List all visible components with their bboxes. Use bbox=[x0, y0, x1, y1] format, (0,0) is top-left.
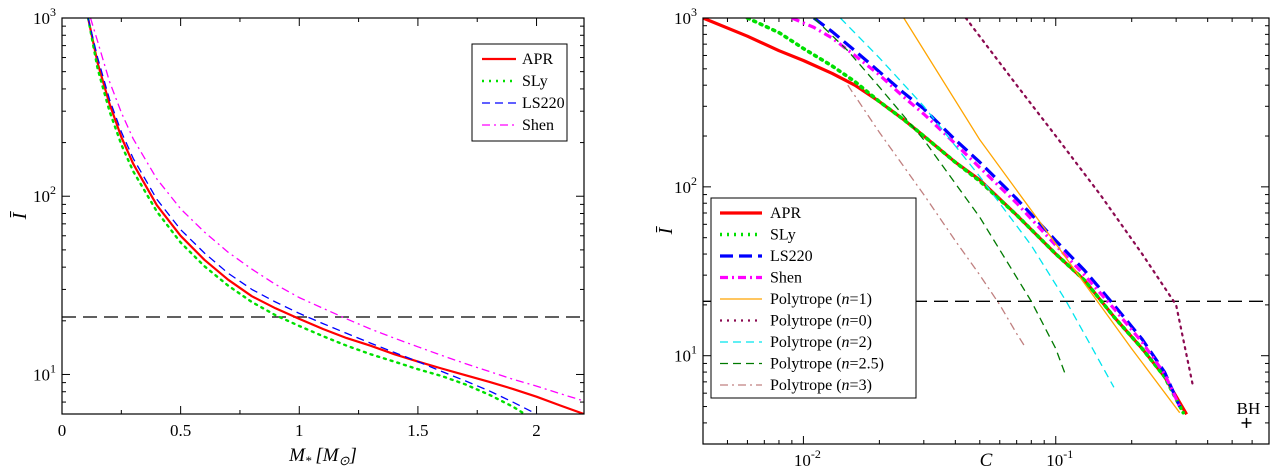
right-legend-label-rest: =3) bbox=[850, 377, 872, 394]
right-series-7 bbox=[813, 18, 1067, 378]
left-legend-label-ls220: LS220 bbox=[522, 95, 565, 112]
right-ytick-label-exp: 2 bbox=[691, 174, 697, 188]
right-legend-label-rest: =0) bbox=[850, 313, 872, 330]
right-ytick-label-exp: 1 bbox=[691, 343, 697, 357]
left-plot-frame bbox=[61, 17, 585, 415]
right-ytick-label-base: 10 bbox=[674, 347, 691, 366]
right-legend-label-rest: =2) bbox=[850, 334, 872, 351]
left-xlabel-xlabel_unit_sub: ⊙ bbox=[339, 453, 350, 468]
right-legend-label-6: Polytrope (n=2) bbox=[770, 334, 872, 351]
left-ytick-label-base: 10 bbox=[33, 9, 50, 28]
right-series-1 bbox=[745, 18, 1185, 415]
left-legend: APR SLy LS220 Shen bbox=[471, 43, 568, 142]
left-ytick-label: 102 bbox=[33, 183, 56, 206]
left-xtick-label: 0.5 bbox=[170, 421, 191, 440]
right-xtick-label-base: 10 bbox=[1046, 451, 1063, 468]
left-ylabel: Ī bbox=[9, 210, 31, 220]
left-xtick-label: 0 bbox=[58, 421, 67, 440]
right-legend-label-4: Polytrope (n=1) bbox=[770, 291, 872, 308]
right-legend-label-5: Polytrope (n=0) bbox=[770, 313, 872, 330]
right-panel: 10-2 10-1101102103BHCĪAPRSLyLS220ShenPoly… bbox=[655, 5, 1270, 471]
right-legend-label-1: SLy bbox=[770, 227, 796, 244]
left-legend-label-sly: SLy bbox=[522, 73, 548, 90]
left-xlabel-xlabel_unit: [M bbox=[315, 445, 339, 466]
left-legend-label-apr: APR bbox=[522, 51, 553, 68]
left-series-ls220 bbox=[87, 18, 537, 414]
right-legend-label-text: Polytrope ( bbox=[770, 291, 842, 308]
right-ytick-label-base: 10 bbox=[674, 178, 691, 197]
right-legend-label-text: SLy bbox=[770, 227, 796, 244]
right-series-4 bbox=[903, 18, 1181, 414]
left-xtick-label: 1.5 bbox=[407, 421, 428, 440]
right-legend-label-text: Polytrope ( bbox=[770, 356, 842, 373]
right-legend-label-3: Shen bbox=[770, 270, 802, 287]
left-ytick-label-exp: 2 bbox=[50, 183, 56, 197]
right-xtick-label: 10-1 bbox=[1046, 447, 1073, 468]
right-legend-label-text: Polytrope ( bbox=[770, 334, 842, 351]
right-legend-label-n: n bbox=[842, 291, 850, 308]
right-xtick-label-exp: -1 bbox=[1063, 447, 1073, 461]
left-ytick-label: 101 bbox=[33, 361, 56, 384]
left-xlabel-xlabel_unit_close: ] bbox=[349, 445, 357, 466]
right-series-2 bbox=[812, 18, 1182, 408]
right-legend-label-rest: =1) bbox=[850, 291, 872, 308]
right-legend-label-8: Polytrope (n=3) bbox=[770, 377, 872, 394]
right-legend-label-rest: =2.5) bbox=[850, 356, 884, 373]
left-xtick-label: 1 bbox=[295, 421, 304, 440]
right-xtick-label-exp: -2 bbox=[811, 447, 821, 461]
right-ytick-label-exp: 3 bbox=[691, 5, 697, 19]
right-series-5 bbox=[964, 18, 1195, 388]
left-series-group bbox=[86, 18, 584, 414]
right-series-8 bbox=[847, 84, 1025, 346]
left-ytick-label: 103 bbox=[33, 5, 56, 28]
right-ytick-label-base: 10 bbox=[674, 9, 691, 28]
right-ylabel: Ī bbox=[655, 225, 677, 235]
right-legend-label-n: n bbox=[842, 313, 850, 330]
right-ytick-label: 103 bbox=[674, 5, 697, 28]
right-ytick-label: 102 bbox=[674, 174, 697, 197]
right-legend-label-n: n bbox=[842, 356, 850, 373]
right-legend-box bbox=[710, 197, 917, 399]
right-legend-label-text: Shen bbox=[770, 270, 802, 287]
right-legend-label-text: Polytrope ( bbox=[770, 313, 842, 330]
right-legend-label-text: APR bbox=[770, 205, 801, 222]
left-ytick-label-exp: 1 bbox=[50, 361, 56, 375]
left-legend-label-shen: Shen bbox=[522, 117, 554, 134]
right-plot-frame bbox=[702, 17, 1270, 445]
left-xlabel-xlabel_main: M bbox=[288, 445, 306, 466]
right-ytick-label: 101 bbox=[674, 343, 697, 366]
left-ytick-label-base: 10 bbox=[33, 187, 50, 206]
left-series-apr bbox=[87, 18, 584, 414]
right-legend-label-2: LS220 bbox=[770, 248, 813, 265]
left-xtick-label: 2 bbox=[532, 421, 541, 440]
right-legend-label-text: LS220 bbox=[770, 248, 813, 265]
right-series-group bbox=[703, 18, 1195, 416]
right-xtick-label-base: 10 bbox=[794, 451, 811, 468]
right-series-6 bbox=[839, 18, 1115, 388]
left-series-sly bbox=[86, 18, 526, 414]
right-xtick-label: 10-2 bbox=[794, 447, 821, 468]
left-xlabel-xlabel_sub: * bbox=[305, 453, 312, 468]
bh-annotation: BH bbox=[1237, 399, 1261, 418]
right-legend-label-n: n bbox=[842, 334, 850, 351]
right-legend-label-7: Polytrope (n=2.5) bbox=[770, 356, 884, 373]
right-legend-label-0: APR bbox=[770, 205, 801, 222]
left-xlabel: M* [M⊙] bbox=[288, 445, 357, 468]
left-ytick-label-exp: 3 bbox=[50, 5, 56, 19]
right-legend-label-n: n bbox=[842, 377, 850, 394]
left-ytick-label-base: 10 bbox=[33, 365, 50, 384]
right-xlabel: C bbox=[980, 450, 993, 468]
right-legend-label-text: Polytrope ( bbox=[770, 377, 842, 394]
